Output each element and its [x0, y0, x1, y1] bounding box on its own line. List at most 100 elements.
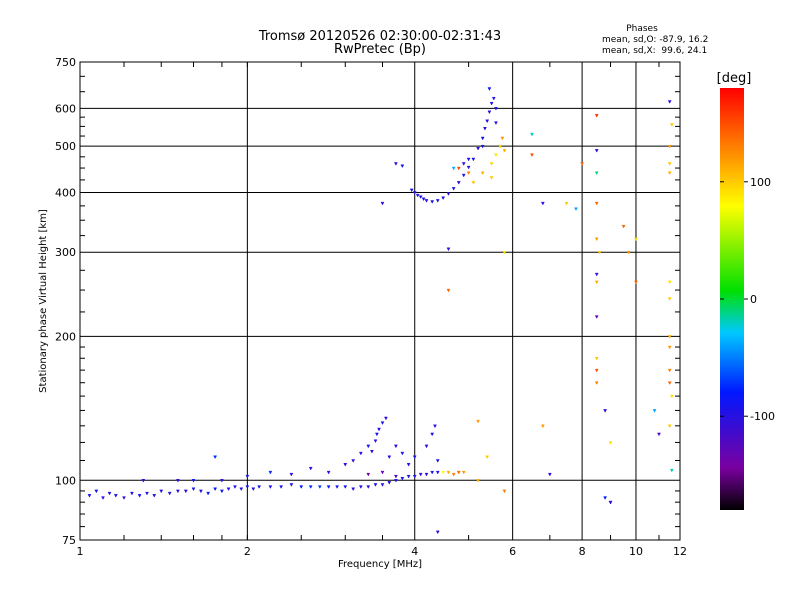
- echo-point: [451, 187, 456, 191]
- echo-point: [489, 176, 494, 180]
- echo-point: [387, 481, 392, 485]
- echo-point: [594, 114, 599, 118]
- echo-point: [480, 171, 485, 176]
- echo-point: [461, 470, 466, 475]
- echo-point: [343, 485, 348, 489]
- x-tick-label: 2: [244, 545, 251, 558]
- echo-point: [374, 432, 379, 437]
- echo-point: [94, 489, 99, 494]
- echo-point: [245, 485, 250, 489]
- echo-point: [257, 485, 262, 489]
- echo-point: [667, 424, 672, 429]
- echo-point: [317, 485, 322, 489]
- echo-point: [667, 162, 672, 166]
- echo-point: [480, 136, 485, 141]
- colorbar-label: [deg]: [717, 71, 752, 86]
- echo-point: [268, 470, 273, 475]
- echo-point: [456, 166, 461, 171]
- echo-point: [343, 463, 348, 467]
- echo-point: [608, 500, 613, 505]
- echo-point: [502, 250, 507, 255]
- echo-point: [415, 193, 420, 198]
- echo-point: [456, 181, 461, 185]
- echo-point: [461, 173, 466, 178]
- echo-point: [597, 250, 602, 255]
- echo-point: [466, 171, 471, 176]
- echo-point: [667, 381, 672, 386]
- echo-point: [418, 472, 423, 477]
- echo-point: [498, 144, 503, 149]
- echo-point: [387, 455, 392, 460]
- echo-point: [137, 494, 142, 498]
- echo-point: [366, 444, 371, 449]
- x-axis-label: Frequency [MHz]: [338, 559, 422, 570]
- echo-point: [373, 439, 378, 444]
- echo-point: [380, 421, 385, 425]
- echo-point: [412, 474, 417, 479]
- echo-point: [489, 101, 494, 106]
- echo-point: [226, 487, 231, 492]
- echo-point: [564, 201, 569, 206]
- echo-point: [530, 132, 534, 137]
- echo-point: [594, 237, 599, 242]
- echo-point: [289, 472, 294, 477]
- echo-point: [594, 272, 599, 277]
- echo-point: [369, 450, 374, 454]
- echo-point: [435, 530, 440, 535]
- colorbar-ticks: 100 0 -100: [720, 176, 775, 423]
- echo-point: [191, 479, 196, 483]
- echo-point: [441, 196, 446, 201]
- y-tick-label: 100: [55, 474, 76, 487]
- echo-point: [466, 165, 471, 170]
- echo-point: [424, 472, 429, 477]
- echo-point: [289, 483, 294, 487]
- stats-line-o: mean, sd,O: -87.9, 16.2: [602, 35, 708, 45]
- echo-point: [101, 496, 105, 500]
- echo-point: [308, 485, 313, 489]
- echo-point: [483, 127, 487, 131]
- echo-point: [393, 474, 398, 479]
- echo-point: [667, 171, 672, 176]
- echo-point: [634, 237, 638, 242]
- echo-point: [435, 199, 440, 203]
- echo-point: [299, 485, 304, 489]
- echo-point: [175, 479, 180, 483]
- colorbar-tick-label: 100: [750, 176, 771, 189]
- echo-point: [441, 470, 446, 475]
- echo-point: [424, 199, 429, 203]
- x-tick-label: 6: [509, 545, 516, 558]
- echo-point: [456, 470, 461, 475]
- echo-point: [380, 470, 385, 475]
- plot-frame: [79, 61, 681, 541]
- echo-point: [500, 136, 505, 141]
- echo-point: [233, 485, 237, 489]
- echo-point: [594, 357, 599, 361]
- y-tick-label: 300: [55, 246, 76, 259]
- grid-lines: [80, 62, 680, 540]
- echo-point: [494, 107, 498, 111]
- echo-point: [446, 192, 451, 196]
- echo-point: [594, 368, 599, 373]
- echo-point: [400, 451, 405, 456]
- y-tick-label: 75: [62, 534, 76, 547]
- x-tick-label: 12: [673, 545, 687, 558]
- echo-point: [183, 489, 188, 494]
- chart-title: Tromsø 20120526 02:30:00-02:31:43: [258, 29, 501, 44]
- y-axis-label: Stationary phase Virtual Height [km]: [38, 209, 49, 393]
- echo-point: [667, 345, 672, 350]
- echo-point: [446, 470, 451, 475]
- echo-point: [358, 485, 363, 489]
- x-tick-label: 1: [77, 545, 84, 558]
- colorbar-tick-label: -100: [750, 410, 775, 423]
- echo-point: [113, 494, 118, 498]
- echo-point: [107, 491, 112, 496]
- echo-point: [393, 162, 398, 166]
- y-tick-label: 400: [55, 186, 76, 199]
- echo-point: [424, 444, 429, 449]
- echo-point: [667, 335, 672, 339]
- echo-point: [366, 485, 371, 489]
- echo-point: [530, 153, 534, 157]
- echo-point: [634, 280, 638, 285]
